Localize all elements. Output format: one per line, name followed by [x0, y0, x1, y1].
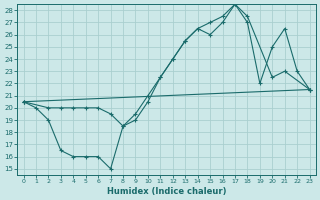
X-axis label: Humidex (Indice chaleur): Humidex (Indice chaleur) [107, 187, 226, 196]
